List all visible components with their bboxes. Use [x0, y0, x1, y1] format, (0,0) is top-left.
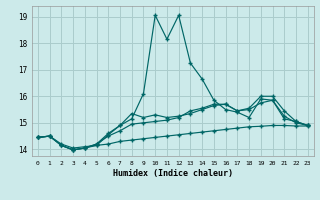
X-axis label: Humidex (Indice chaleur): Humidex (Indice chaleur): [113, 169, 233, 178]
